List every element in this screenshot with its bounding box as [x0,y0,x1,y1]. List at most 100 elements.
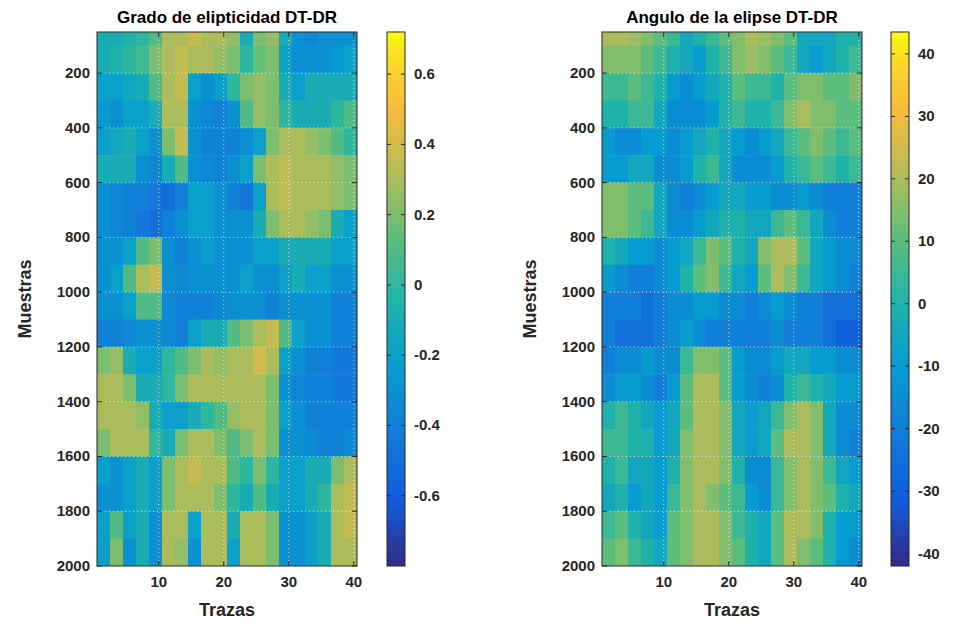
heatmap-cell [201,237,215,265]
heatmap-cell [680,456,694,484]
heatmap-cell [797,320,811,348]
heatmap-cell [292,32,306,46]
colorbar-tick-label: 0.2 [414,206,435,223]
heatmap-cell [745,32,759,46]
heatmap-cell [318,429,332,457]
heatmap-cell [253,100,267,128]
heatmap-cell [758,155,772,183]
heatmap-cell [771,429,785,457]
heatmap-cell [266,210,280,238]
heatmap-cell [331,347,345,375]
colorbar-tick-label: 0 [414,276,422,293]
heatmap-cell [732,46,746,74]
heatmap-cell [823,237,837,265]
heatmap-cell [266,539,280,566]
heatmap-cell [810,320,824,348]
heatmap-cell [149,128,163,156]
heatmap-cell [706,32,720,46]
heatmap-cell [292,347,306,375]
heatmap-cell [201,347,215,375]
tick-mark [905,116,909,117]
heatmap-cell [214,237,228,265]
heatmap-cell [136,539,150,566]
heatmap-cell [175,320,189,348]
tick-mark [97,511,102,512]
heatmap-cell [823,456,837,484]
heatmap-cell [784,128,798,156]
heatmap-cell [344,237,357,265]
tick-label: 10 [150,573,167,590]
heatmap-cell [810,429,824,457]
heatmap-cell [110,402,124,430]
heatmap-cell [253,292,267,320]
heatmap-cell [628,484,642,512]
heatmap-cell [693,539,707,566]
tick-label: 1400 [57,393,90,410]
heatmap-cell [292,100,306,128]
heatmap-cell [641,429,655,457]
heatmap-cell [758,539,772,566]
tick-label: 2000 [562,557,595,574]
heatmap-cell [758,456,772,484]
tick-mark [891,553,895,554]
heatmap-cell [97,237,111,265]
tick-label: 1000 [562,283,595,300]
heatmap-cell [680,183,694,211]
heatmap-cell [745,100,759,128]
heatmap-cell [615,183,629,211]
heatmap-cell [654,100,668,128]
axis-title: Trazas [199,600,255,620]
tick-mark [352,401,357,402]
heatmap-cell [240,429,254,457]
heatmap-cell [227,402,241,430]
heatmap-cell [784,320,798,348]
heatmap-cell [318,237,332,265]
heatmap-cell [758,429,772,457]
heatmap-cell [162,265,176,293]
tick-mark [602,401,607,402]
heatmap-cell [706,320,720,348]
heatmap-cell [266,484,280,512]
heatmap-cell [719,429,733,457]
grid-line [602,292,862,293]
heatmap-cell [136,100,150,128]
tick-mark [891,366,895,367]
heatmap-cell [628,73,642,101]
heatmap-cell [706,46,720,74]
heatmap-cell [201,32,215,46]
heatmap-cell [214,46,228,74]
heatmap-cell [641,484,655,512]
heatmap-cell [266,374,280,402]
heatmap-cell [227,429,241,457]
heatmap-cell [175,374,189,402]
heatmap-cell [810,128,824,156]
heatmap-cell [784,429,798,457]
heatmap-cell [305,73,319,101]
tick-mark [905,428,909,429]
heatmap-cell [331,183,345,211]
axis-title: Muestras [520,259,540,338]
heatmap-cell [149,292,163,320]
heatmap-cell [680,128,694,156]
heatmap-cell [175,265,189,293]
heatmap-cell [732,539,746,566]
heatmap-cell [227,292,241,320]
heatmap-cell [136,32,150,46]
heatmap-cell [797,511,811,539]
tick-label: 800 [570,228,595,245]
heatmap-cell [836,210,850,238]
heatmap-cell [305,210,319,238]
tick-mark [387,214,391,215]
tick-mark [387,144,391,145]
heatmap-cell [253,484,267,512]
heatmap-cell [344,320,357,348]
tick-mark [97,73,102,74]
tick-label: 30 [280,573,297,590]
heatmap-cell [758,374,772,402]
heatmap-cell [628,128,642,156]
heatmap-cell [758,46,772,74]
tick-mark [857,182,862,183]
heatmap-cell [136,237,150,265]
tick-mark [401,355,405,356]
heatmap-cell [797,155,811,183]
